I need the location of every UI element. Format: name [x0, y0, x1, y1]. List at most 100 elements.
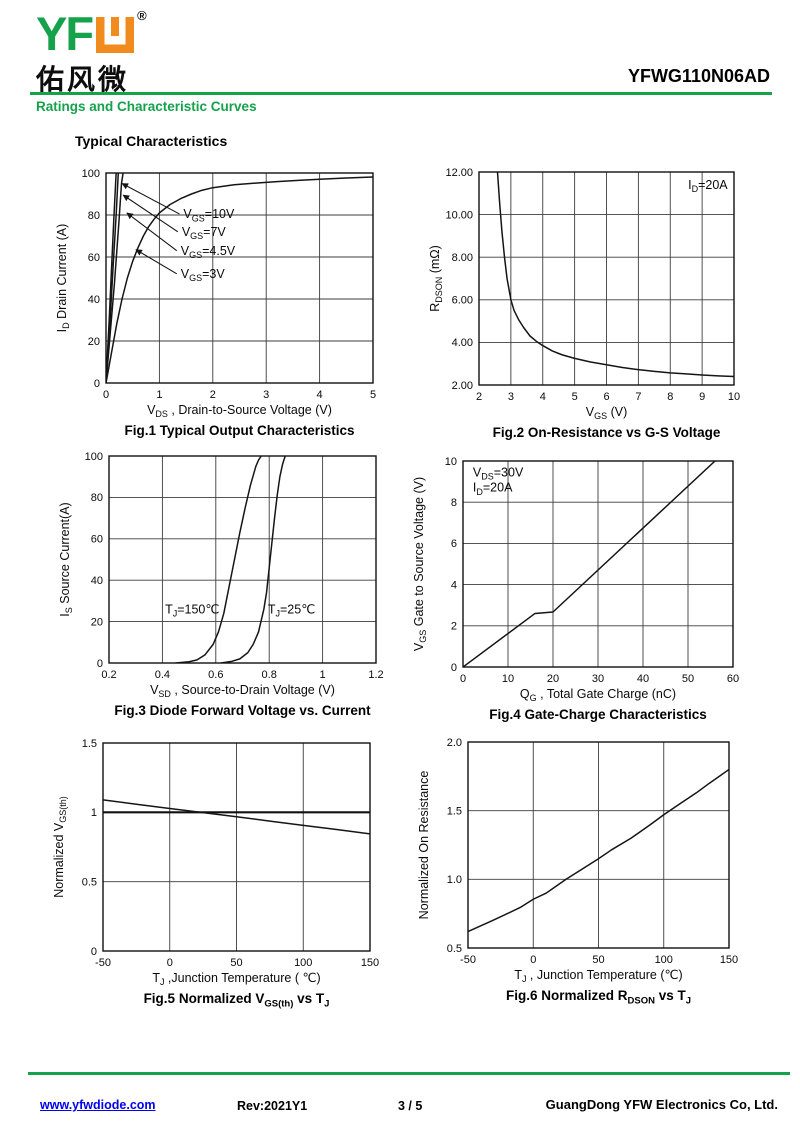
logo-w-bracket-icon	[96, 17, 135, 53]
svg-text:150: 150	[361, 957, 379, 969]
svg-text:1.5: 1.5	[82, 738, 97, 750]
svg-text:1.5: 1.5	[447, 805, 462, 817]
figure-4-gate-charge: 0 10 20 30 40 50 60 0 2 4 6 8 10 QG , Total Gate Char…	[405, 451, 749, 722]
svg-text:QG , Total Gate Charge (nC): QG , Total Gate Charge (nC)	[520, 687, 676, 703]
svg-text:0.4: 0.4	[155, 669, 170, 681]
section-title: Ratings and Characteristic Curves	[36, 99, 257, 114]
svg-text:4: 4	[317, 389, 323, 401]
svg-text:10: 10	[502, 673, 514, 685]
svg-text:0.2: 0.2	[101, 669, 116, 681]
svg-text:10: 10	[445, 456, 457, 468]
svg-text:2: 2	[451, 621, 457, 633]
svg-text:0: 0	[451, 662, 457, 674]
chart-svg-4: 0 10 20 30 40 50 60 0 2 4 6 8 10 QG , Total Gate Char…	[412, 456, 739, 703]
figure-3-caption: Fig.3 Diode Forward Voltage vs. Current	[114, 703, 371, 718]
figure-2-on-resistance: 2 3 4 5 6 7 8 9 10 2.00 4.00 6.00 8.00 10.00 12.00 VGS …	[421, 162, 750, 440]
svg-text:12.00: 12.00	[445, 167, 473, 179]
figure-6-caption: Fig.6 Normalized RDSON vs TJ	[505, 988, 692, 1007]
website-link[interactable]: www.yfwdiode.com	[40, 1098, 156, 1112]
svg-text:TJ , Junction Temperature (℃): TJ , Junction Temperature (℃)	[514, 968, 682, 984]
svg-text:TJ=150℃: TJ=150℃	[165, 602, 219, 618]
svg-text:1.2: 1.2	[368, 669, 383, 681]
svg-text:40: 40	[88, 294, 100, 306]
svg-text:7: 7	[635, 391, 641, 403]
chart-svg-3: 0.2 0.4 0.6 0.8 1 1.2 0 20 40 60 80 100 VSD , Source…	[58, 451, 384, 699]
svg-text:20: 20	[88, 336, 100, 348]
svg-text:RDSON (mΩ): RDSON (mΩ)	[428, 245, 444, 312]
svg-text:5: 5	[370, 389, 376, 401]
svg-text:2.0: 2.0	[447, 737, 462, 749]
svg-text:10.00: 10.00	[445, 209, 473, 221]
svg-text:80: 80	[88, 210, 100, 222]
page-heading: Typical Characteristics	[75, 133, 228, 149]
svg-text:-50: -50	[460, 954, 476, 966]
svg-text:1: 1	[156, 389, 162, 401]
svg-text:30: 30	[592, 673, 604, 685]
svg-text:VGS=4.5V: VGS=4.5V	[181, 244, 236, 260]
svg-text:1: 1	[320, 669, 326, 681]
figure-5-normalized-vgsth: -50 0 50 100 150 0 0.5 1 1.5 TJ ,Junction Tempera…	[45, 733, 386, 1010]
svg-text:60: 60	[88, 252, 100, 264]
svg-text:3: 3	[263, 389, 269, 401]
page-number: 3 / 5	[398, 1099, 423, 1113]
svg-text:80: 80	[91, 492, 103, 504]
svg-text:1: 1	[91, 807, 97, 819]
svg-text:Normalized On Resistance: Normalized On Resistance	[417, 771, 431, 920]
svg-text:8: 8	[667, 391, 673, 403]
figure-4-caption: Fig.4 Gate-Charge Characteristics	[489, 707, 707, 722]
svg-text:50: 50	[592, 954, 604, 966]
svg-text:40: 40	[91, 575, 103, 587]
svg-text:2: 2	[476, 391, 482, 403]
svg-text:4: 4	[540, 391, 546, 403]
svg-text:4.00: 4.00	[452, 337, 473, 349]
svg-text:8.00: 8.00	[452, 252, 473, 264]
svg-text:VGS=10V: VGS=10V	[183, 207, 235, 223]
svg-text:ID=20A: ID=20A	[688, 178, 728, 194]
svg-text:100: 100	[82, 168, 100, 180]
svg-text:VGS=3V: VGS=3V	[181, 267, 226, 283]
svg-text:VGS Gate to Source Voltage (V: VGS Gate to Source Voltage (V)	[412, 477, 428, 651]
svg-text:100: 100	[294, 957, 312, 969]
footer-divider	[28, 1072, 790, 1075]
svg-text:10: 10	[728, 391, 740, 403]
logo-chinese-text: 佑风微	[36, 64, 130, 95]
svg-text:60: 60	[91, 534, 103, 546]
svg-text:50: 50	[682, 673, 694, 685]
figure-1-caption: Fig.1 Typical Output Characteristics	[124, 423, 355, 438]
svg-text:Normalized VGS(th): Normalized VGS(th)	[52, 796, 68, 898]
svg-text:VGS=7V: VGS=7V	[182, 225, 227, 241]
figure-3-diode-forward: 0.2 0.4 0.6 0.8 1 1.2 0 20 40 60 80 100 VSD , Source…	[51, 446, 392, 718]
chart-svg-6: -50 0 50 100 150 0.5 1.0 1.5 2.0 TJ , Junction Te…	[417, 737, 738, 984]
svg-text:100: 100	[85, 451, 103, 463]
chart-svg-1: 0 1 2 3 4 5 0 20 40 60 80 100 VDS , Drain-to-Source …	[55, 168, 376, 419]
svg-text:VGS (V): VGS (V)	[586, 405, 628, 421]
svg-text:9: 9	[699, 391, 705, 403]
svg-text:2.00: 2.00	[452, 380, 473, 392]
svg-text:20: 20	[91, 616, 103, 628]
svg-text:60: 60	[727, 673, 739, 685]
figure-2-caption: Fig.2 On-Resistance vs G-S Voltage	[492, 425, 721, 440]
svg-text:VSD , Source-to-Drain Voltage: VSD , Source-to-Drain Voltage (V)	[150, 683, 335, 699]
revision-label: Rev:2021Y1	[237, 1099, 308, 1113]
svg-text:TJ=25℃: TJ=25℃	[268, 602, 315, 618]
svg-text:5: 5	[572, 391, 578, 403]
yfw-logo: YF ® 佑风微	[36, 8, 147, 94]
svg-text:20: 20	[547, 673, 559, 685]
svg-text:6: 6	[451, 538, 457, 550]
svg-text:6.00: 6.00	[452, 295, 473, 307]
svg-text:0.8: 0.8	[262, 669, 277, 681]
company-name: GuangDong YFW Electronics Co, Ltd.	[545, 1097, 778, 1112]
svg-text:8: 8	[451, 497, 457, 509]
figure-5-caption: Fig.5 Normalized VGS(th) vs TJ	[143, 991, 330, 1010]
svg-text:150: 150	[720, 954, 738, 966]
svg-text:2: 2	[210, 389, 216, 401]
svg-text:VDS , Drain-to-Source Voltage: VDS , Drain-to-Source Voltage (V)	[147, 403, 332, 419]
registered-trademark-icon: ®	[137, 8, 147, 23]
figure-6-normalized-rdson: -50 0 50 100 150 0.5 1.0 1.5 2.0 TJ , Junction Te…	[410, 732, 745, 1007]
chart-svg-2: 2 3 4 5 6 7 8 9 10 2.00 4.00 6.00 8.00 10.00 12.00 VGS …	[428, 167, 740, 421]
logo-yf-text: YF	[36, 7, 94, 60]
svg-text:IS Source Current(A): IS Source Current(A)	[58, 502, 74, 616]
svg-text:TJ ,Junction Temperature ( ℃): TJ ,Junction Temperature ( ℃)	[152, 971, 320, 987]
